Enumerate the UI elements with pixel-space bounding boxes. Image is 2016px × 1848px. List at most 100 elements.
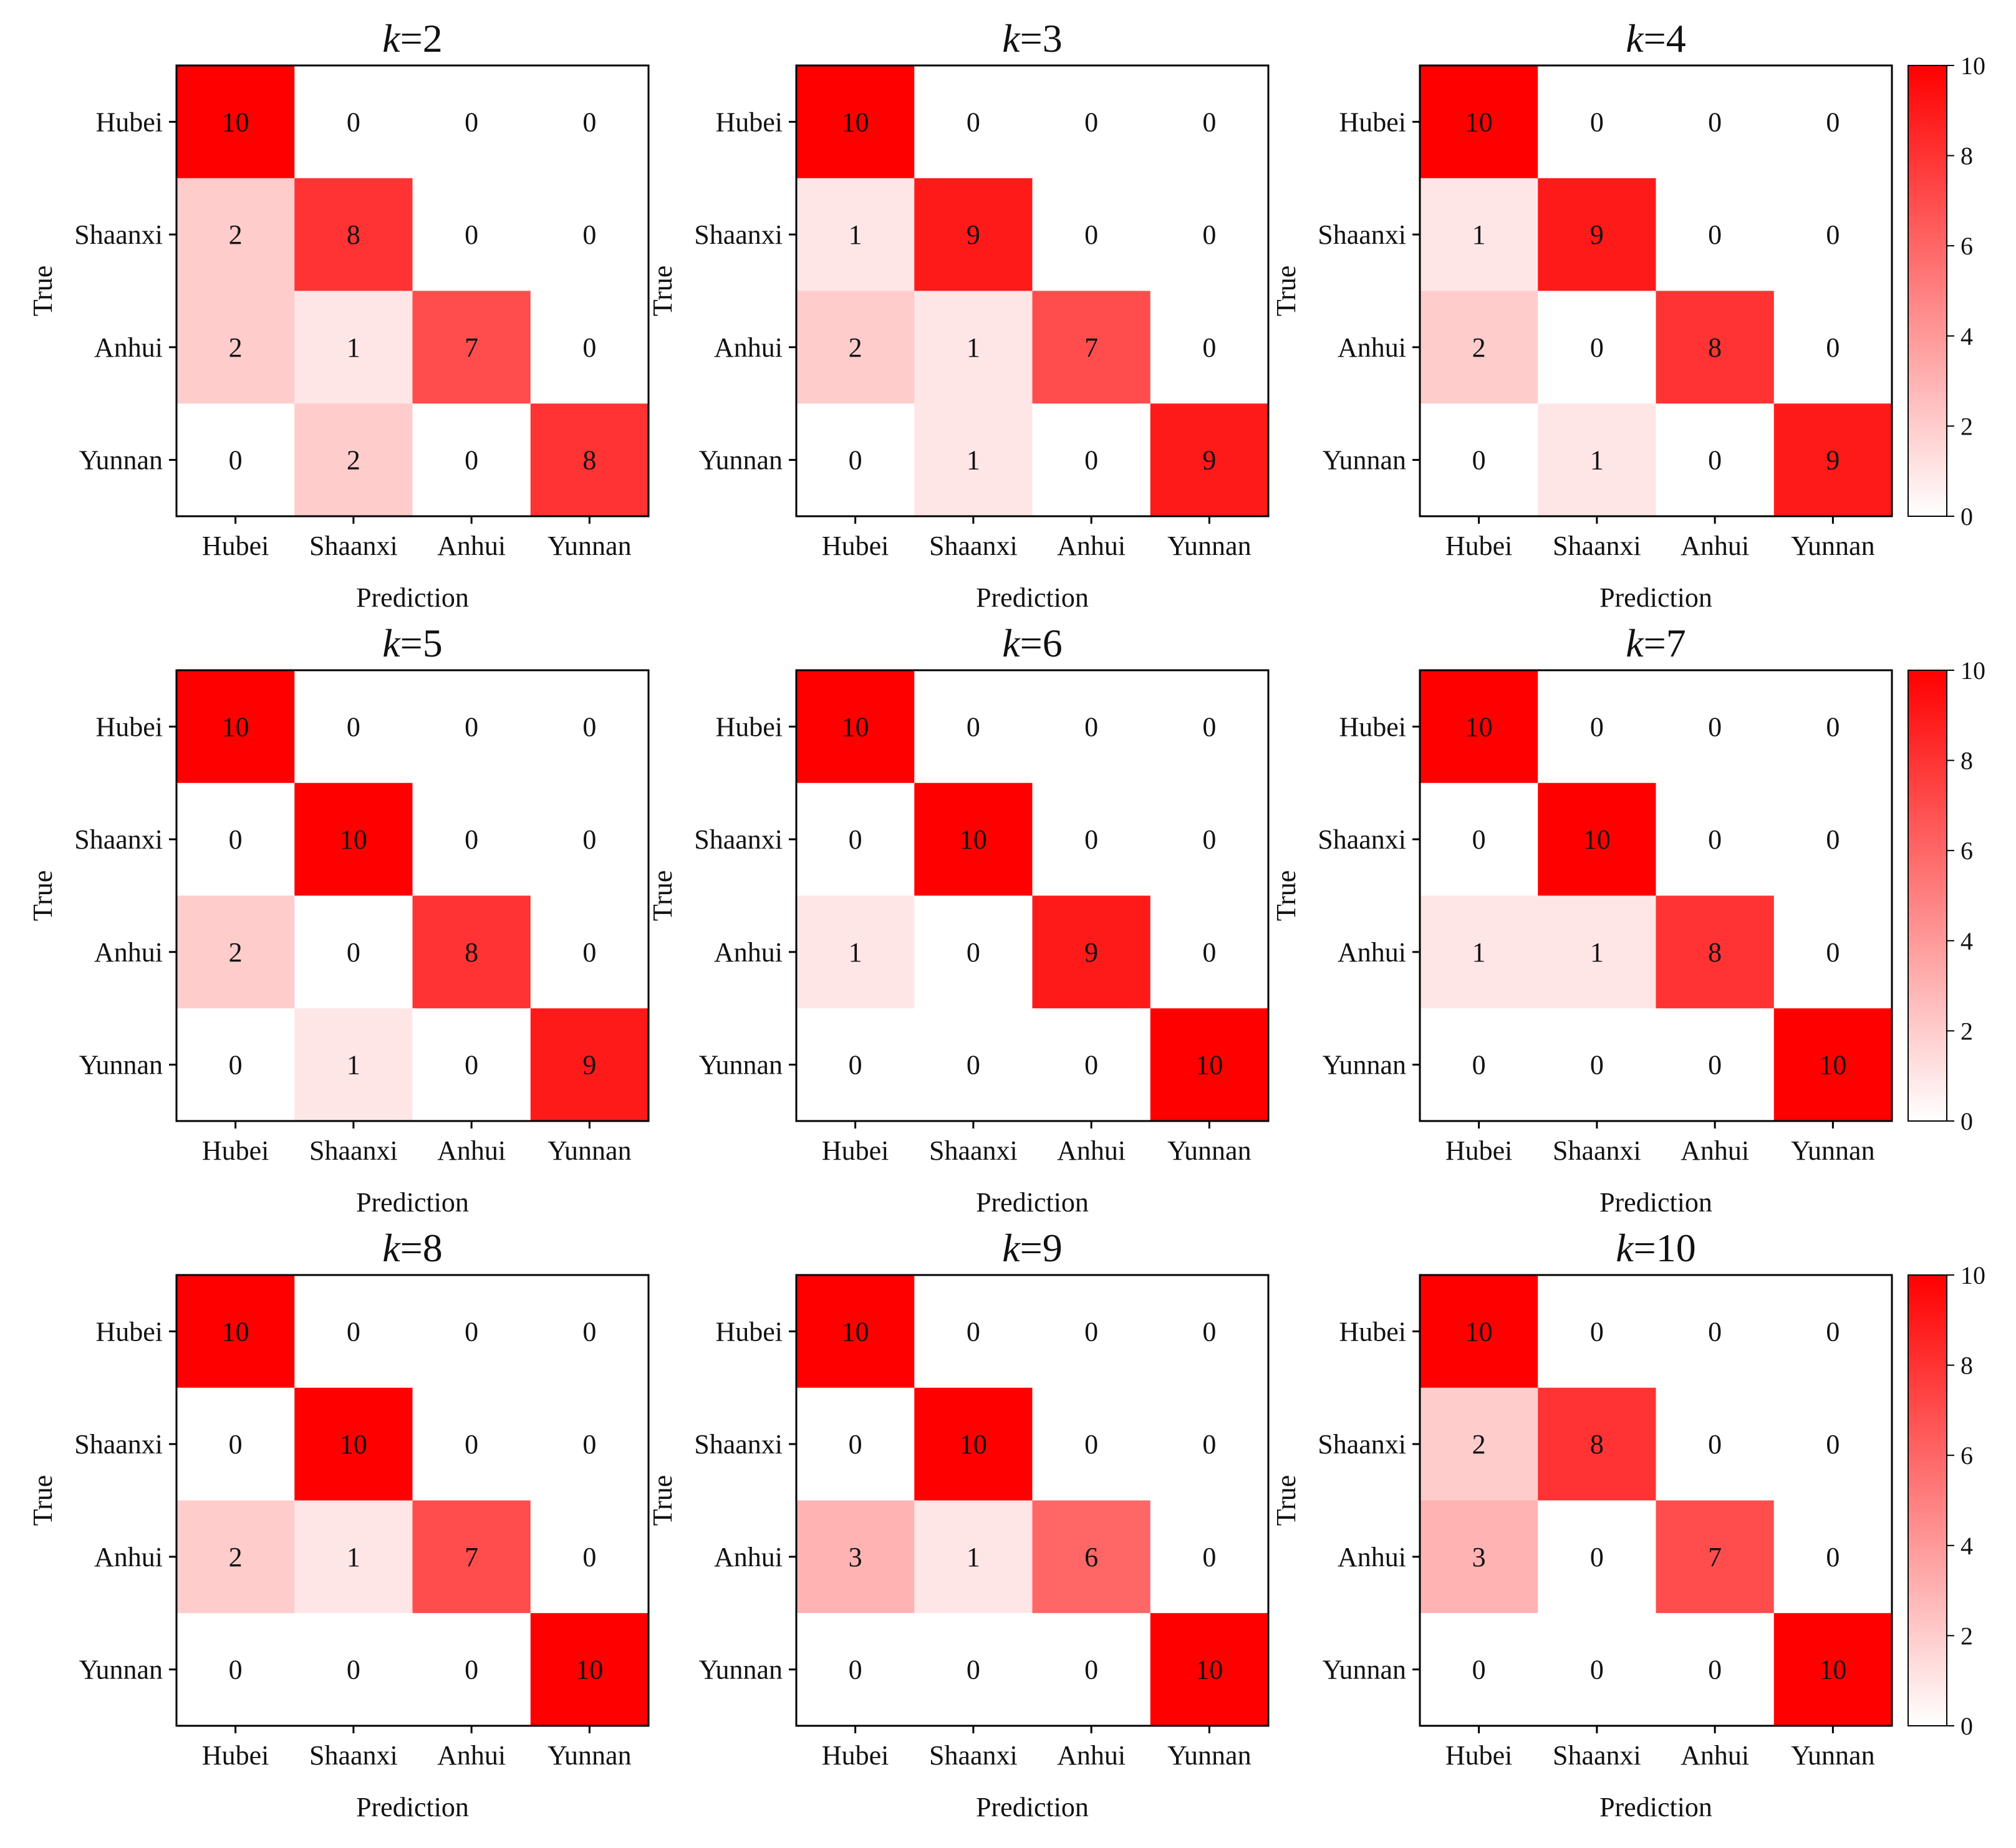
- heatmap-cell: [796, 782, 915, 896]
- x-tick-label: Yunnan: [547, 531, 631, 561]
- panel-title: k=6: [1002, 621, 1063, 665]
- x-tick-label: Yunnan: [547, 1135, 631, 1166]
- heatmap-cell: [530, 782, 649, 896]
- cell-value-label: 0: [849, 824, 862, 855]
- panel-frame: [1419, 669, 1893, 1122]
- y-tick-label: Hubei: [715, 107, 783, 137]
- cell-value-label: 10: [1465, 711, 1493, 742]
- heatmap-cell: [796, 178, 915, 291]
- cell-value-label: 0: [1084, 445, 1098, 476]
- cell-value-label: 0: [967, 1655, 980, 1685]
- y-tick-label: Hubei: [1339, 711, 1406, 742]
- y-tick-label: Hubei: [95, 711, 163, 742]
- y-axis-label: True: [647, 266, 678, 317]
- cell-value-label: 10: [1465, 1316, 1493, 1347]
- y-axis-label: True: [27, 1475, 58, 1526]
- heatmap-cell: [914, 178, 1033, 291]
- cell-value-label: 1: [1472, 937, 1486, 968]
- cell-value-label: 10: [340, 824, 367, 855]
- cell-value-label: 0: [967, 1050, 980, 1080]
- x-tick-label: Yunnan: [1791, 531, 1874, 561]
- heatmap-panel: k=310 0 0 01 9 0 02 1 7 00 1 0 9HubeiHubeiShaanxiSha…: [647, 16, 1270, 613]
- cell-value-label: 0: [582, 1316, 596, 1347]
- heatmap-cell: [1420, 1500, 1538, 1614]
- x-tick-label: Shaanxi: [1553, 1135, 1641, 1166]
- heatmap-cell: [412, 895, 531, 1009]
- colorbar-tick-label: 8: [1961, 747, 1973, 775]
- x-tick-label: Hubei: [822, 1135, 889, 1166]
- heatmap-cell: [530, 1387, 649, 1501]
- heatmap-cell: [1150, 1008, 1269, 1122]
- heatmap-cell: [176, 403, 295, 517]
- x-axis-label: Prediction: [356, 1187, 469, 1218]
- y-tick-label: Yunnan: [79, 1050, 163, 1080]
- cell-value-label: 0: [582, 1542, 596, 1572]
- panel-title-value: =9: [1020, 1226, 1063, 1270]
- heatmap-cell: [176, 1613, 295, 1726]
- panel-title-value: =10: [1634, 1226, 1696, 1270]
- x-tick-label: Anhui: [1057, 1740, 1126, 1771]
- heatmap-cell: [1773, 1008, 1893, 1122]
- heatmap-cell: [1032, 895, 1151, 1009]
- cell-value-label: 1: [347, 1542, 360, 1572]
- cell-value-label: 7: [1084, 332, 1098, 363]
- cell-value-label: 9: [1202, 445, 1216, 476]
- y-tick-label: Anhui: [1338, 937, 1406, 968]
- panel-title-value: =2: [400, 16, 443, 60]
- heatmap-cell: [914, 403, 1033, 517]
- heatmap-cell: [914, 291, 1033, 404]
- heatmap-cell: [1420, 403, 1538, 517]
- x-tick-label: Shaanxi: [309, 1740, 398, 1771]
- cell-value-label: 0: [1084, 824, 1098, 855]
- heatmap-cell: [530, 670, 649, 784]
- cell-value-label: 0: [1826, 711, 1840, 742]
- y-tick-label: Anhui: [1338, 332, 1406, 363]
- heatmap-cell: [796, 1500, 915, 1614]
- colorbar-tick-label: 4: [1961, 322, 1973, 350]
- heatmap-cell: [914, 895, 1033, 1009]
- y-tick-label: Hubei: [715, 711, 783, 742]
- cell-value-label: 0: [1708, 107, 1722, 137]
- x-tick-label: Yunnan: [547, 1740, 631, 1771]
- y-axis-label: True: [647, 870, 678, 922]
- heatmap-cell: [1656, 670, 1775, 784]
- x-tick-label: Hubei: [202, 531, 269, 561]
- cell-value-label: 0: [1084, 107, 1098, 137]
- cell-value-label: 10: [1195, 1655, 1223, 1685]
- x-tick-label: Hubei: [822, 531, 889, 561]
- y-tick-label: Shaanxi: [1318, 219, 1406, 250]
- heatmap-cell: [1773, 403, 1893, 517]
- heatmap-cell: [796, 403, 915, 517]
- heatmap-cell: [412, 782, 531, 896]
- cell-value-label: 1: [967, 1542, 980, 1572]
- heatmap-cell: [412, 65, 531, 179]
- cell-value-label: 0: [1084, 1429, 1098, 1460]
- heatmap-cell: [1420, 1613, 1538, 1726]
- cell-value-label: 8: [1708, 332, 1722, 363]
- cell-value-label: 0: [465, 1655, 478, 1685]
- colorbar-tick-label: 0: [1961, 1107, 1973, 1135]
- x-tick-label: Hubei: [202, 1135, 269, 1166]
- cell-value-label: 2: [849, 332, 862, 363]
- cell-value-label: 0: [1826, 332, 1840, 363]
- cell-value-label: 0: [582, 824, 596, 855]
- cell-value-label: 6: [1084, 1542, 1098, 1572]
- heatmap-cell: [1773, 178, 1893, 291]
- heatmap-cell: [1538, 1387, 1656, 1501]
- cell-value-label: 0: [1472, 824, 1486, 855]
- x-axis-label: Prediction: [1599, 1792, 1712, 1822]
- cell-value-label: 0: [1708, 1050, 1722, 1080]
- cell-value-label: 0: [1590, 332, 1604, 363]
- y-tick-label: Yunnan: [699, 1050, 783, 1080]
- panel-title-variable: k: [1626, 16, 1644, 60]
- heatmap-cell: [1032, 65, 1151, 179]
- y-tick-label: Yunnan: [699, 1655, 783, 1685]
- panel-title: k=9: [1002, 1226, 1063, 1270]
- heatmap-cell: [412, 1500, 531, 1614]
- y-tick-label: Shaanxi: [1318, 824, 1406, 855]
- colorbar-tick-label: 2: [1961, 412, 1973, 440]
- x-tick-label: Anhui: [437, 1740, 506, 1771]
- panel-frame: [1419, 64, 1893, 517]
- heatmap-cell: [1656, 291, 1775, 404]
- heatmap-cell: [176, 1275, 295, 1388]
